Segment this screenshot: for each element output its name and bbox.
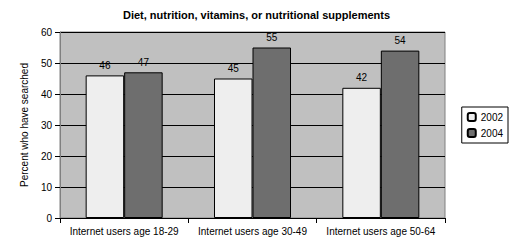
- svg-text:Diet, nutrition, vitamins, or: Diet, nutrition, vitamins, or nutritiona…: [123, 9, 390, 21]
- svg-text:Percent who have searched: Percent who have searched: [19, 63, 30, 187]
- svg-text:Internet users age 50-64: Internet users age 50-64: [326, 226, 435, 237]
- svg-text:0: 0: [46, 213, 52, 224]
- svg-text:20: 20: [41, 151, 53, 162]
- svg-text:60: 60: [41, 27, 53, 38]
- svg-text:42: 42: [356, 72, 368, 83]
- svg-text:55: 55: [266, 32, 278, 43]
- svg-text:46: 46: [99, 60, 111, 71]
- svg-text:40: 40: [41, 89, 53, 100]
- svg-text:2002: 2002: [481, 112, 504, 123]
- svg-text:50: 50: [41, 58, 53, 69]
- svg-text:Internet users age 30-49: Internet users age 30-49: [198, 226, 307, 237]
- svg-text:10: 10: [41, 182, 53, 193]
- svg-text:2004: 2004: [481, 128, 504, 139]
- svg-text:45: 45: [228, 63, 240, 74]
- svg-text:47: 47: [138, 57, 150, 68]
- svg-text:54: 54: [395, 35, 407, 46]
- svg-text:30: 30: [41, 120, 53, 131]
- svg-text:Internet users age 18-29: Internet users age 18-29: [70, 226, 179, 237]
